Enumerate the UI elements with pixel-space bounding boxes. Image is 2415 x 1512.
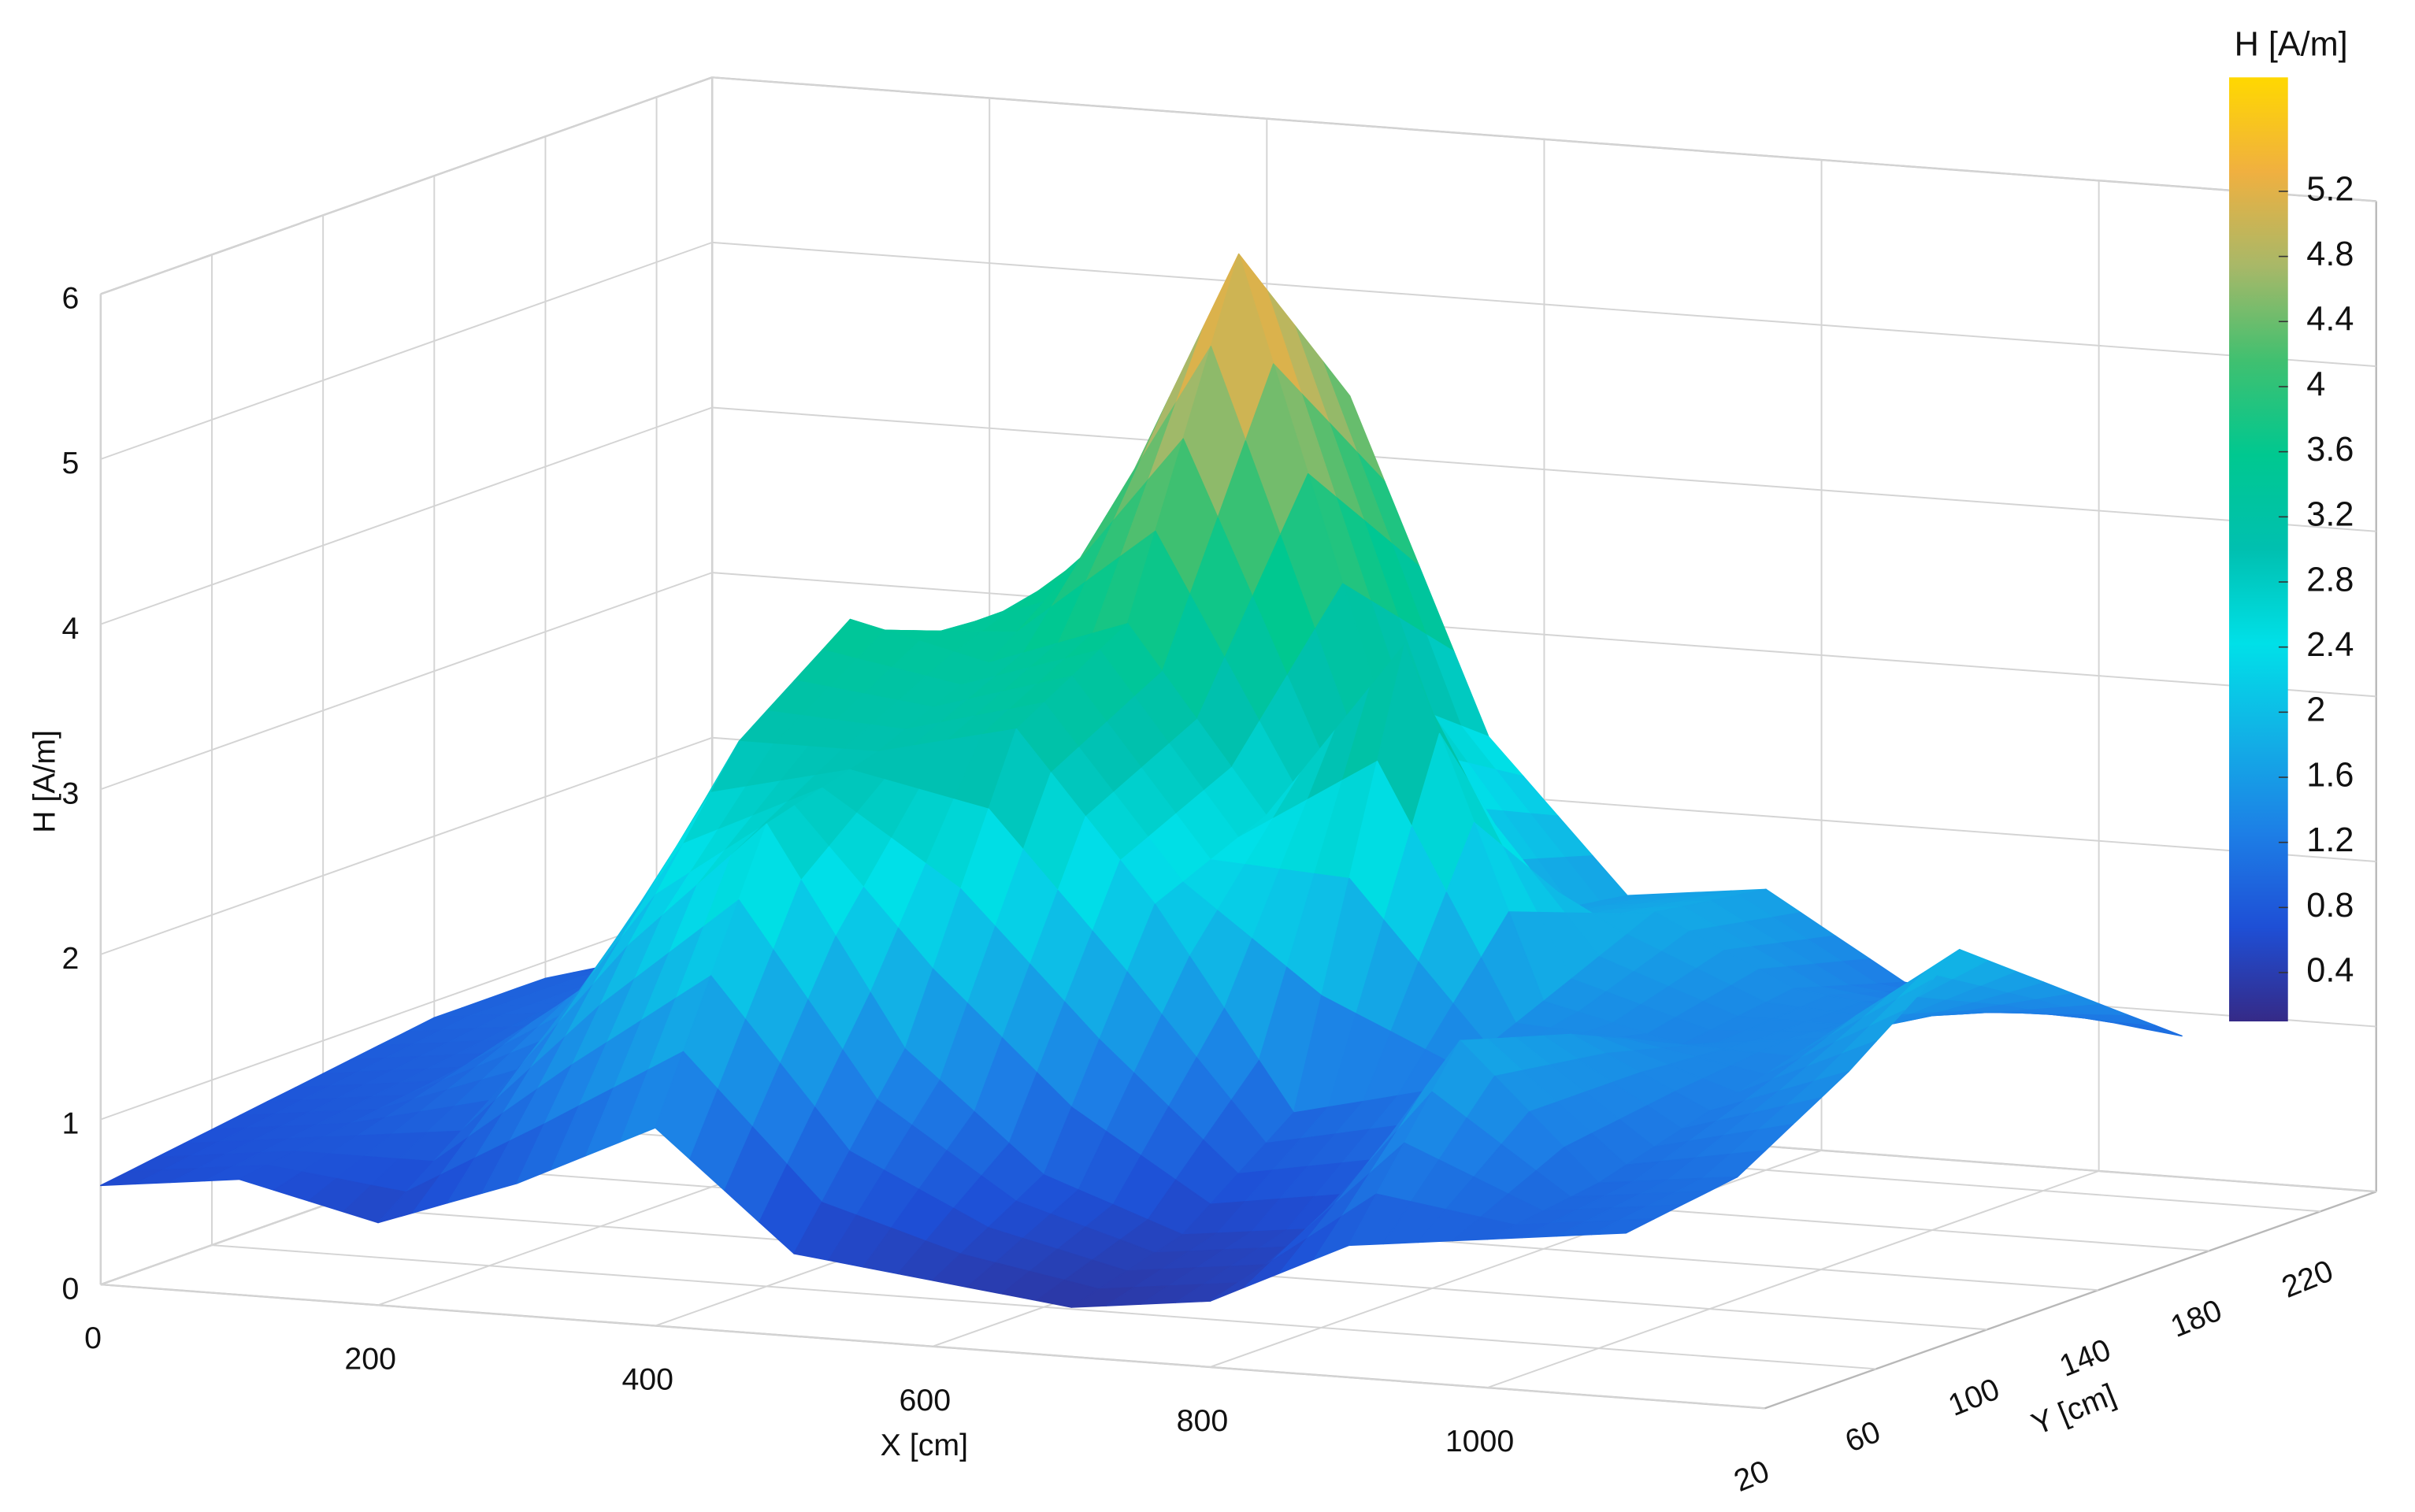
grid-line <box>100 902 713 1121</box>
y-axis-title: Y [cm] <box>2027 1377 2120 1442</box>
grid-line <box>712 76 2376 202</box>
grid-line <box>1487 1170 2099 1389</box>
surface <box>100 253 2183 1308</box>
x-axis-title: X [cm] <box>881 1428 968 1462</box>
x-tick-label: 400 <box>621 1362 673 1397</box>
surface-patch <box>1590 1218 1655 1236</box>
grid-line <box>100 76 713 295</box>
y-tick-label: 140 <box>2055 1332 2116 1384</box>
colorbar-tick-label: 3.2 <box>2306 496 2354 534</box>
y-tick-label: 220 <box>2277 1254 2338 1305</box>
colorbar <box>2229 77 2288 1022</box>
x-tick-label: 800 <box>1177 1403 1229 1438</box>
colorbar-tick-label: 2 <box>2306 691 2325 729</box>
z-tick-label: 0 <box>62 1271 80 1306</box>
y-tick-label: 100 <box>1943 1372 2004 1423</box>
colorbar-tick-label: 4.4 <box>2306 301 2354 339</box>
y-tick-label: 180 <box>2166 1293 2227 1344</box>
x-tick-label: 0 <box>84 1321 102 1355</box>
colorbar-tick-label: 1.6 <box>2306 756 2354 794</box>
y-tick-label: 20 <box>1729 1454 1774 1499</box>
grid-line <box>100 736 713 955</box>
colorbar-tick-label: 3.6 <box>2306 431 2354 469</box>
z-tick-label: 3 <box>62 776 80 810</box>
colorbar-tick-label: 5.2 <box>2306 170 2354 208</box>
grid-line <box>712 406 2376 532</box>
x-tick-label: 600 <box>900 1383 952 1418</box>
grid-line <box>100 241 713 460</box>
colorbar-tick-label: 2.4 <box>2306 626 2354 664</box>
grid-line <box>712 241 2376 368</box>
colorbar-tick-label: 1.2 <box>2306 821 2354 859</box>
z-tick-label: 2 <box>62 941 80 976</box>
colorbar-tick-label: 4 <box>2306 365 2325 403</box>
z-axis-title: H [A/m] <box>27 730 61 833</box>
axis-edge <box>1764 1191 2377 1410</box>
grid-line <box>100 1284 1765 1410</box>
z-tick-label: 4 <box>62 611 80 646</box>
z-tick-label: 6 <box>62 281 80 316</box>
colorbar-tick-label: 0.4 <box>2306 951 2354 989</box>
colorbar-title: H [A/m] <box>2235 25 2348 63</box>
grid-line <box>712 572 2376 698</box>
x-tick-label: 1000 <box>1445 1424 1514 1458</box>
grid-line <box>100 572 713 791</box>
z-tick-label: 5 <box>62 446 80 480</box>
colorbar-tick-label: 2.8 <box>2306 561 2354 598</box>
colorbar-tick-label: 0.8 <box>2306 887 2354 925</box>
colorbar-tick-label: 4.8 <box>2306 235 2354 273</box>
x-tick-label: 200 <box>344 1341 396 1376</box>
z-tick-label: 1 <box>62 1106 80 1141</box>
grid-line <box>100 406 713 625</box>
grid-line <box>211 1244 1876 1370</box>
y-tick-label: 60 <box>1840 1414 1885 1459</box>
